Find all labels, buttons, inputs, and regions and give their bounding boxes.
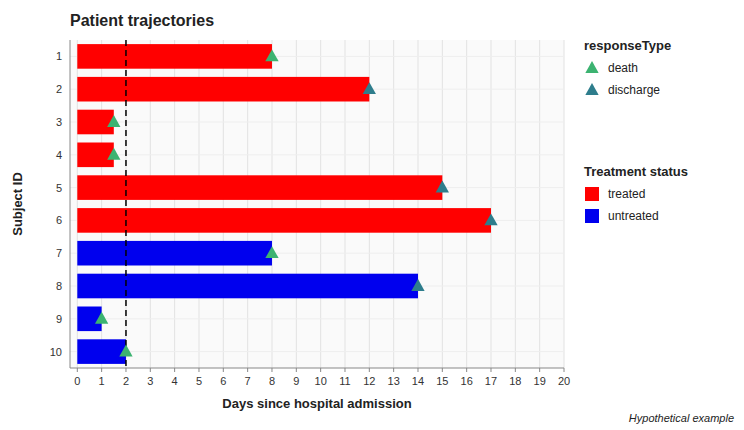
marker [436, 181, 449, 193]
legend-swatch [585, 83, 598, 95]
chart: 0123456789101112131415161718192012345678… [0, 0, 744, 430]
tick-label: 15 [436, 375, 448, 387]
tick-mark [490, 368, 491, 372]
tick-label: 9 [293, 375, 299, 387]
tick-label: 8 [56, 280, 62, 292]
legend-label: treated [608, 187, 645, 201]
tick-mark [198, 368, 199, 372]
x-axis-label: Days since hospital admission [222, 396, 411, 411]
grid-line [70, 122, 564, 123]
reference-line [125, 40, 127, 368]
legend-title: responseType [584, 38, 671, 53]
grid [70, 40, 564, 368]
title: Patient trajectories [70, 12, 214, 29]
tick-label: 4 [172, 375, 178, 387]
tick-mark [77, 368, 78, 372]
tick-label: 19 [534, 375, 546, 387]
tick-label: 7 [56, 247, 62, 259]
legend-swatch [585, 209, 599, 223]
tick-mark [369, 368, 370, 372]
tick-label: 8 [269, 375, 275, 387]
marker [119, 345, 132, 357]
bar [77, 241, 272, 266]
bar [77, 175, 442, 200]
tick-mark [247, 368, 248, 372]
tick-label: 10 [315, 375, 327, 387]
x-ticks: 01234567891011121314151617181920 [74, 368, 570, 387]
tick-label: 2 [56, 83, 62, 95]
tick-label: 2 [123, 375, 129, 387]
tick-label: 16 [461, 375, 473, 387]
bar [77, 274, 418, 299]
bar [77, 44, 272, 69]
tick-label: 7 [245, 375, 251, 387]
tick-mark [515, 368, 516, 372]
tick-mark [150, 368, 151, 372]
tick-mark [466, 368, 467, 372]
subtitle: Hypothetical example [629, 412, 734, 424]
tick-mark [271, 368, 272, 372]
tick-label: 9 [56, 313, 62, 325]
marker [107, 115, 120, 127]
legend-title: Treatment status [584, 164, 688, 179]
tick-mark [296, 368, 297, 372]
bar [77, 110, 114, 135]
legend-label: death [608, 61, 638, 75]
tick-label: 3 [56, 116, 62, 128]
tick-label: 12 [363, 375, 375, 387]
bar [77, 208, 491, 233]
tick-label: 5 [56, 182, 62, 194]
tick-mark [539, 368, 540, 372]
tick-mark [320, 368, 321, 372]
plot-area [70, 40, 564, 368]
tick-label: 13 [388, 375, 400, 387]
marker [363, 82, 376, 94]
bar [77, 143, 114, 168]
bar [77, 339, 126, 364]
tick-mark [417, 368, 418, 372]
marker [265, 246, 278, 258]
grid-line [70, 154, 564, 155]
tick-mark [125, 368, 126, 372]
tick-mark [174, 368, 175, 372]
tick-label: 0 [74, 375, 80, 387]
y-ticks: 1 2 3 4 5 6 7 8 9 10 [50, 50, 62, 357]
x-axis-line [70, 368, 564, 369]
tick-label: 20 [558, 375, 570, 387]
tick-label: 3 [147, 375, 153, 387]
legend-swatch [585, 61, 598, 73]
tick-label: 14 [412, 375, 424, 387]
tick-label: 6 [56, 214, 62, 226]
legend-label: discharge [608, 83, 660, 97]
marks [77, 40, 497, 368]
grid-line [70, 318, 564, 319]
tick-label: 1 [56, 50, 62, 62]
marker [265, 49, 278, 61]
tick-label: 10 [50, 346, 62, 358]
tick-mark [223, 368, 224, 372]
bar [77, 77, 369, 102]
tick-mark [344, 368, 345, 372]
tick-mark [442, 368, 443, 372]
marker [107, 148, 120, 160]
tick-mark [564, 368, 565, 372]
marker [411, 279, 424, 291]
tick-mark [393, 368, 394, 372]
tick-label: 18 [509, 375, 521, 387]
legend-swatch [585, 187, 599, 201]
y-axis-line [70, 40, 71, 368]
y-axis-label: Subject ID [10, 172, 25, 236]
tick-mark [101, 368, 102, 372]
tick-label: 11 [339, 375, 350, 387]
legend-label: untreated [608, 209, 659, 223]
tick-label: 4 [56, 149, 62, 161]
tick-label: 17 [485, 375, 497, 387]
marker [95, 312, 108, 324]
legend: responseType death discharge Treatment stat… [584, 38, 688, 223]
tick-label: 1 [99, 375, 105, 387]
grid-line [70, 351, 564, 352]
tick-label: 5 [196, 375, 202, 387]
marker [484, 213, 497, 225]
tick-label: 6 [220, 375, 226, 387]
